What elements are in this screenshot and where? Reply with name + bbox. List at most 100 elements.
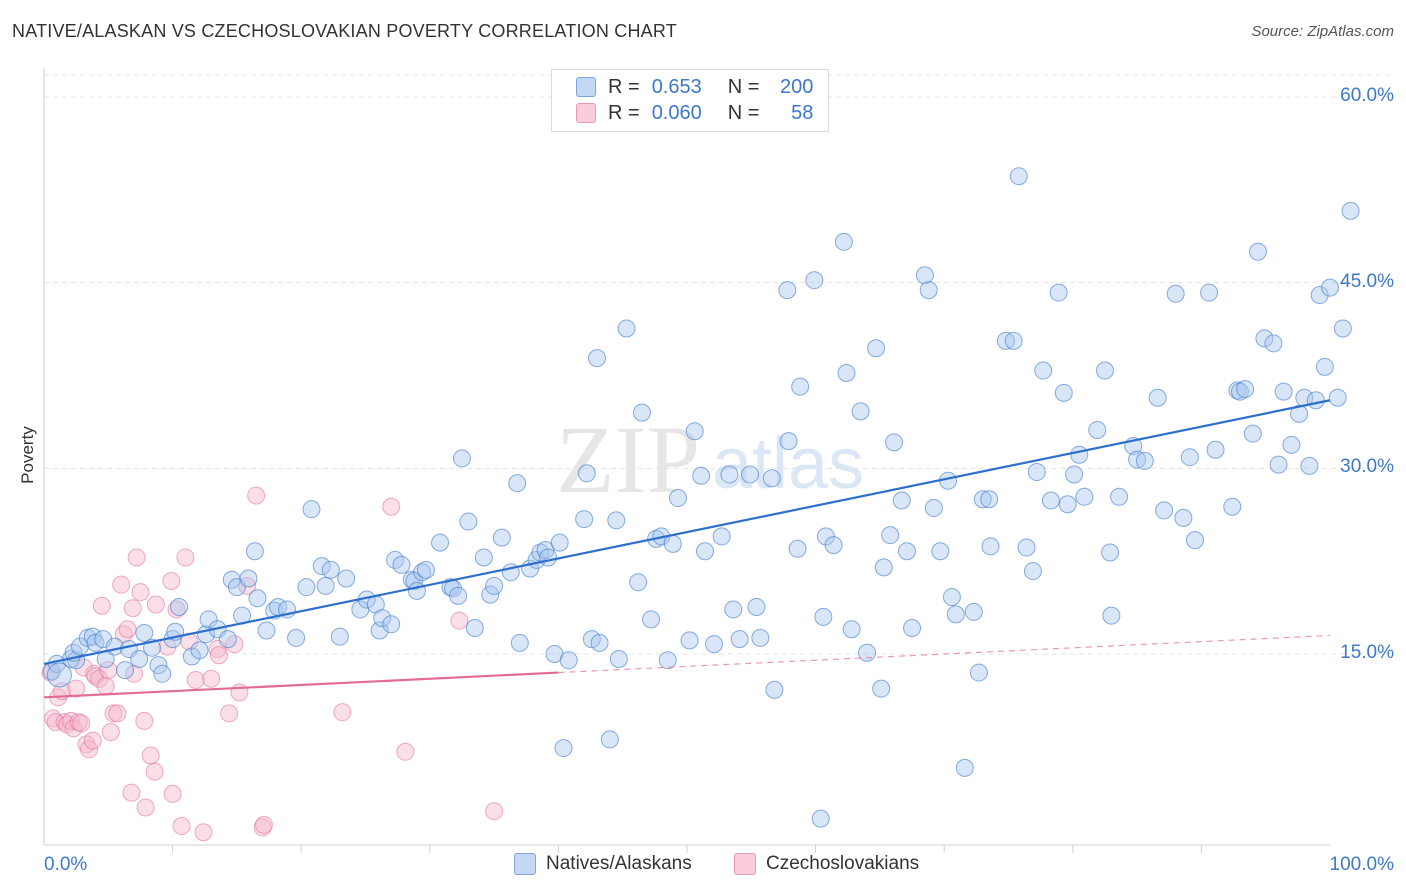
legend-r-label: R = [608, 101, 640, 124]
data-point-natives [1341, 201, 1360, 220]
data-point-natives [1148, 388, 1167, 407]
data-point-natives [903, 619, 922, 638]
legend-item-natives: Natives/Alaskans [514, 853, 692, 875]
data-point-natives [316, 576, 335, 595]
data-point-natives [116, 661, 135, 680]
data-point-natives [1300, 456, 1319, 475]
data-point-natives [892, 491, 911, 510]
legend-n-label: N = [727, 101, 760, 124]
data-point-natives [641, 610, 660, 629]
data-point-natives [149, 656, 168, 675]
data-point-natives [1180, 448, 1199, 467]
legend-swatch-blue [514, 853, 536, 875]
data-point-natives [1333, 319, 1352, 338]
data-point-natives [245, 542, 264, 561]
legend-row-czechoslovakians: R = 0.060 N = 58 [576, 101, 813, 125]
trend-line-czechoslovakians [43, 671, 559, 699]
data-point-natives [946, 605, 965, 624]
data-point-natives [1310, 286, 1329, 305]
data-point-natives [834, 232, 853, 251]
data-point-natives [788, 539, 807, 558]
legend-label-czechoslovakians: Czechoslovakians [766, 853, 920, 874]
data-point-natives [449, 586, 468, 605]
data-point-natives [135, 623, 154, 642]
data-point-natives [577, 464, 596, 483]
data-point-natives [955, 758, 974, 777]
data-point-czechoslovakians [112, 575, 131, 594]
data-point-natives [1282, 435, 1301, 454]
axes [43, 68, 1330, 853]
legend-n-value: 58 [791, 101, 814, 124]
data-point-natives [837, 364, 856, 383]
trend-lines [43, 399, 1331, 699]
data-point-natives [762, 469, 781, 488]
data-point-czechoslovakians [92, 596, 111, 615]
data-point-natives [590, 633, 609, 652]
data-point-natives [1269, 455, 1288, 474]
data-point-natives [1017, 538, 1036, 557]
data-point-natives [1174, 508, 1193, 527]
data-point-czechoslovakians [141, 746, 160, 765]
data-point-natives [919, 281, 938, 300]
data-point-natives [1248, 242, 1267, 261]
data-point-natives [1185, 531, 1204, 550]
data-point-natives [685, 422, 704, 441]
data-point-natives [1004, 331, 1023, 350]
data-point-natives [724, 600, 743, 619]
data-point-czechoslovakians [83, 731, 102, 750]
data-point-czechoslovakians [122, 783, 141, 802]
data-point-czechoslovakians [202, 669, 221, 688]
data-point-natives [1049, 283, 1068, 302]
legend-swatch-blue [576, 77, 596, 97]
data-point-natives [663, 534, 682, 553]
data-point-natives [779, 432, 798, 451]
data-point-czechoslovakians [382, 497, 401, 516]
data-point-natives [550, 533, 569, 552]
data-point-natives [1306, 391, 1325, 410]
data-point-czechoslovakians [450, 611, 469, 630]
data-point-natives [1166, 284, 1185, 303]
data-point-natives [337, 569, 356, 588]
data-point-czechoslovakians [136, 798, 155, 817]
data-point-czechoslovakians [194, 823, 213, 842]
data-point-natives [730, 630, 749, 649]
data-point-czechoslovakians [62, 711, 81, 730]
data-point-natives [1321, 278, 1339, 297]
data-point-natives [1243, 424, 1262, 443]
data-point-natives [874, 558, 893, 577]
source-note: Source: ZipAtlas.com [1251, 23, 1394, 40]
data-point-natives [617, 319, 636, 338]
data-point-czechoslovakians [96, 677, 115, 696]
data-point-natives [969, 663, 988, 682]
grid-lines [44, 74, 1394, 655]
data-point-natives [1102, 606, 1121, 625]
data-point-natives [751, 628, 770, 647]
data-point-natives [824, 536, 843, 555]
data-point-czechoslovakians [176, 548, 195, 567]
data-point-natives [510, 633, 529, 652]
x-tick-label-min: 0.0% [44, 854, 88, 875]
data-point-natives [287, 628, 306, 647]
data-point-natives [46, 662, 72, 688]
data-point-natives [1095, 361, 1114, 380]
trend-line-czechoslovakians-extension [558, 634, 1331, 674]
data-point-natives [1274, 382, 1293, 401]
data-point-natives [1009, 167, 1028, 186]
data-point-natives [765, 680, 784, 699]
data-point-natives [431, 533, 450, 552]
data-point-czechoslovakians [167, 600, 186, 619]
data-point-natives [452, 449, 471, 468]
data-point-natives [485, 576, 504, 595]
data-point-natives [1054, 383, 1073, 402]
data-point-natives [302, 500, 321, 519]
data-point-natives [1027, 463, 1046, 482]
data-point-natives [696, 542, 715, 561]
data-point-natives [1101, 543, 1120, 562]
watermark-atlas: atlas [712, 424, 864, 504]
legend-swatch-pink [734, 853, 756, 875]
data-point-natives [964, 602, 983, 621]
data-point-natives [1328, 388, 1347, 407]
data-point-natives [980, 490, 999, 509]
data-point-natives [190, 641, 209, 660]
